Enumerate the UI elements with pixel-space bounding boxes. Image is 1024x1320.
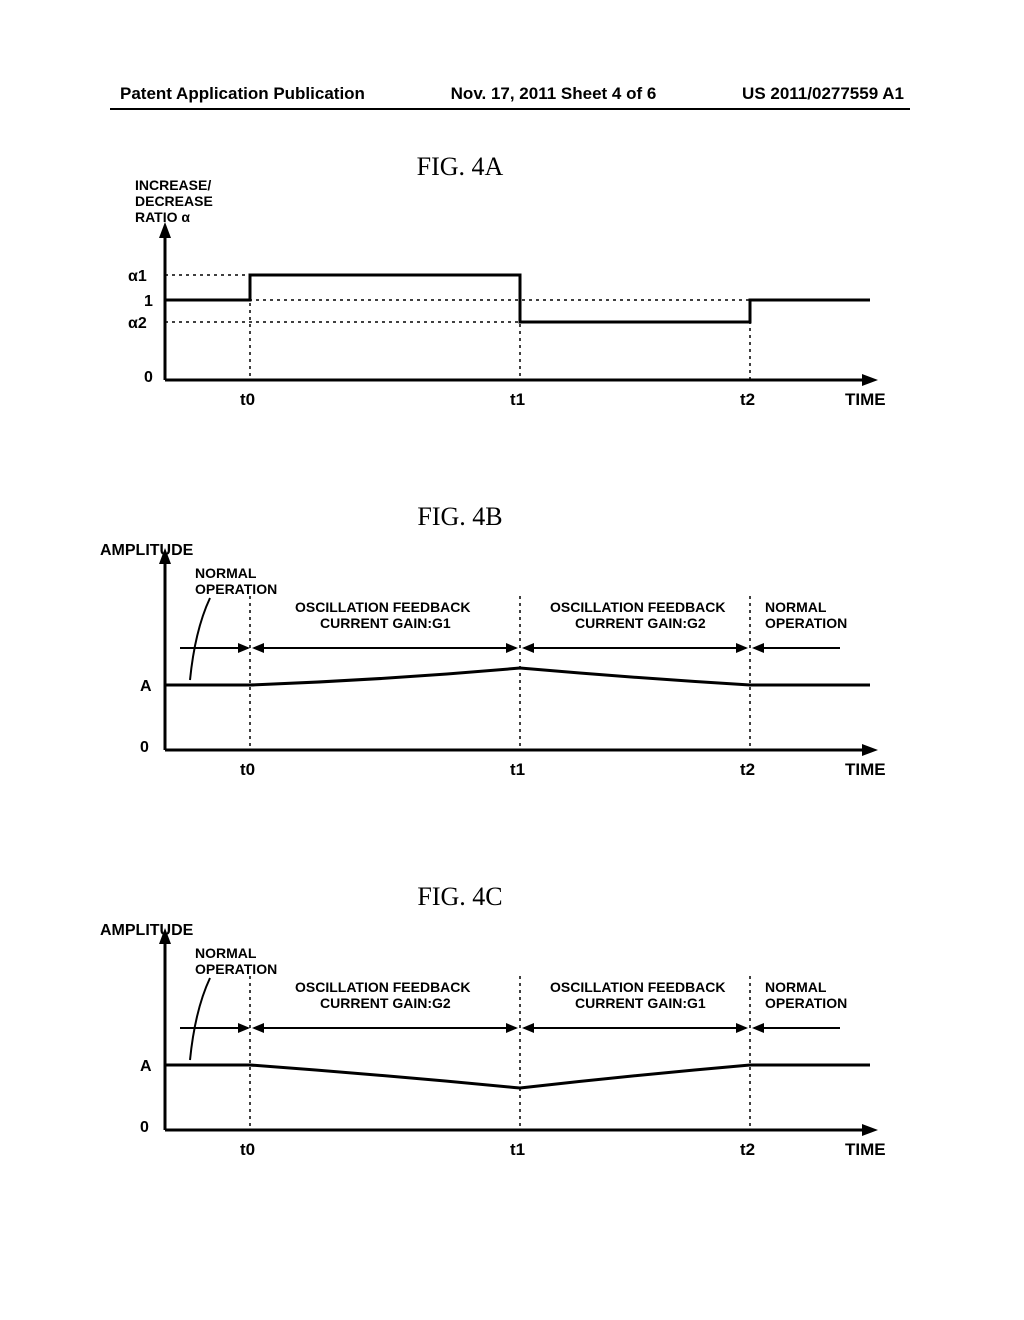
page-header: Patent Application Publication Nov. 17, …	[0, 84, 1024, 104]
fig-4b-r4b: OPERATION	[765, 615, 847, 631]
fig-4c-ytick-0: 0	[140, 1119, 149, 1136]
header-rule	[110, 108, 910, 110]
fig-4a: FIG. 4A INCREASE/ DECREASE RATIO α α1 1 …	[100, 150, 920, 430]
fig-4a-ylabel-1: INCREASE/	[135, 177, 211, 193]
fig-4a-xtick-t2: t2	[740, 390, 755, 409]
fig-4a-xlabel: TIME	[845, 390, 886, 409]
fig-4b-title: FIG. 4B	[417, 502, 502, 531]
fig-4b: FIG. 4B AMPLITUDE NORMAL OPERATION OSCIL…	[100, 500, 920, 820]
fig-4b-callout	[190, 598, 210, 680]
fig-4b-r2b: CURRENT GAIN:G1	[320, 615, 451, 631]
fig-4c-title: FIG. 4C	[417, 882, 502, 911]
fig-4c-r3b: CURRENT GAIN:G1	[575, 995, 706, 1011]
fig-4c-r2: OSCILLATION FEEDBACK	[295, 979, 471, 995]
fig-4c-r4a: NORMAL	[765, 979, 827, 995]
fig-4c-x-arrow	[862, 1124, 878, 1136]
fig-4b-r3b: CURRENT GAIN:G2	[575, 615, 706, 631]
fig-4c-r2b: CURRENT GAIN:G2	[320, 995, 451, 1011]
fig-4c-xtick-t0: t0	[240, 1140, 255, 1159]
fig-4b-r2: OSCILLATION FEEDBACK	[295, 599, 471, 615]
fig-4b-r1a: NORMAL	[195, 565, 257, 581]
fig-4b-r3: OSCILLATION FEEDBACK	[550, 599, 726, 615]
fig-4c-r1b: OPERATION	[195, 961, 277, 977]
fig-4c-xlabel: TIME	[845, 1140, 886, 1159]
fig-4c-callout	[190, 978, 210, 1060]
fig-4a-svg: FIG. 4A INCREASE/ DECREASE RATIO α α1 1 …	[100, 150, 920, 430]
fig-4b-xtick-t1: t1	[510, 760, 525, 779]
fig-4c-svg: FIG. 4C AMPLITUDE NORMAL OPERATION OSCIL…	[100, 880, 920, 1200]
fig-4c-ylabel: AMPLITUDE	[100, 922, 194, 939]
fig-4c-xtick-t1: t1	[510, 1140, 525, 1159]
fig-4c-r1a: NORMAL	[195, 945, 257, 961]
fig-4b-x-arrow	[862, 744, 878, 756]
header-center: Nov. 17, 2011 Sheet 4 of 6	[451, 84, 657, 104]
header-right: US 2011/0277559 A1	[742, 84, 904, 104]
fig-4a-ylabel-3: RATIO α	[135, 209, 190, 225]
fig-4a-ytick-1: 1	[144, 293, 153, 310]
fig-4b-r4a: NORMAL	[765, 599, 827, 615]
fig-4b-range-arrows	[180, 643, 840, 653]
fig-4b-ylabel: AMPLITUDE	[100, 542, 194, 559]
fig-4b-xtick-t2: t2	[740, 760, 755, 779]
fig-4b-svg: FIG. 4B AMPLITUDE NORMAL OPERATION OSCIL…	[100, 500, 920, 820]
fig-4a-ylabel-2: DECREASE	[135, 193, 213, 209]
fig-4c-ytick-A: A	[140, 1058, 152, 1075]
fig-4b-xtick-t0: t0	[240, 760, 255, 779]
fig-4a-ytick-a2: α2	[128, 315, 147, 332]
fig-4a-title: FIG. 4A	[417, 152, 504, 181]
fig-4a-xtick-t1: t1	[510, 390, 525, 409]
fig-4c: FIG. 4C AMPLITUDE NORMAL OPERATION OSCIL…	[100, 880, 920, 1200]
fig-4b-ytick-A: A	[140, 678, 152, 695]
fig-4b-xlabel: TIME	[845, 760, 886, 779]
fig-4a-ytick-a1: α1	[128, 268, 147, 285]
fig-4b-r1b: OPERATION	[195, 581, 277, 597]
fig-4c-r3: OSCILLATION FEEDBACK	[550, 979, 726, 995]
fig-4a-xtick-t0: t0	[240, 390, 255, 409]
header-left: Patent Application Publication	[120, 84, 365, 104]
fig-4a-ytick-0: 0	[144, 369, 153, 386]
fig-4c-xtick-t2: t2	[740, 1140, 755, 1159]
fig-4b-ytick-0: 0	[140, 739, 149, 756]
fig-4c-trace	[165, 1065, 870, 1088]
fig-4c-range-arrows	[180, 1023, 840, 1033]
fig-4a-trace	[165, 275, 870, 322]
fig-4a-x-arrow	[862, 374, 878, 386]
fig-4b-trace	[165, 668, 870, 685]
fig-4c-r4b: OPERATION	[765, 995, 847, 1011]
